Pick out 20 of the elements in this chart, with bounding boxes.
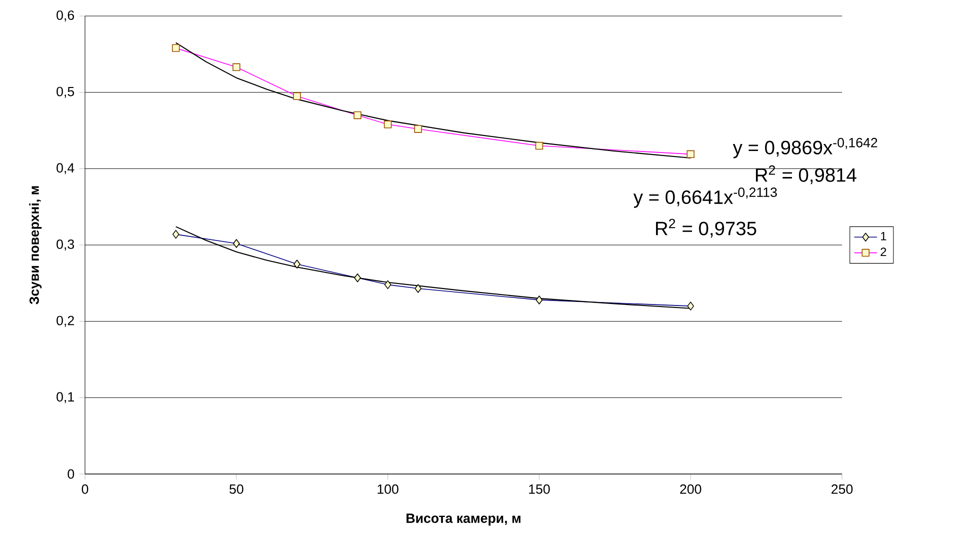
x-axis-title: Висота камери, м [406, 514, 520, 526]
y-tick-label: 0,4 [56, 163, 74, 174]
x-tick-label: 50 [230, 484, 244, 494]
x-tick-label: 200 [680, 484, 702, 494]
y-tick-label: 0,1 [56, 392, 74, 404]
annotation: y = 0,9869x$^{-0,1642}$ [732, 138, 878, 158]
y-tick-label: 0 [68, 469, 74, 479]
annotation: y = 0,6641x$^{-0,2113}$ [633, 188, 777, 208]
legend-label: 1 [880, 232, 886, 240]
x-tick-label: 150 [529, 484, 550, 494]
y-tick-label: 0,2 [56, 316, 74, 327]
y-tick-label: 0,5 [56, 86, 74, 98]
x-tick-label: 250 [832, 484, 853, 494]
annotation: R$^{2}$ = 0,9735 [656, 218, 756, 238]
legend-label: 2 [880, 248, 886, 256]
y-axis-title: Зсуви поверхні, м [29, 186, 42, 304]
x-tick-label: 100 [378, 484, 398, 494]
x-tick-label: 0 [82, 484, 88, 494]
y-tick-label: 0,3 [56, 239, 74, 251]
y-tick-label: 0,6 [56, 10, 74, 22]
